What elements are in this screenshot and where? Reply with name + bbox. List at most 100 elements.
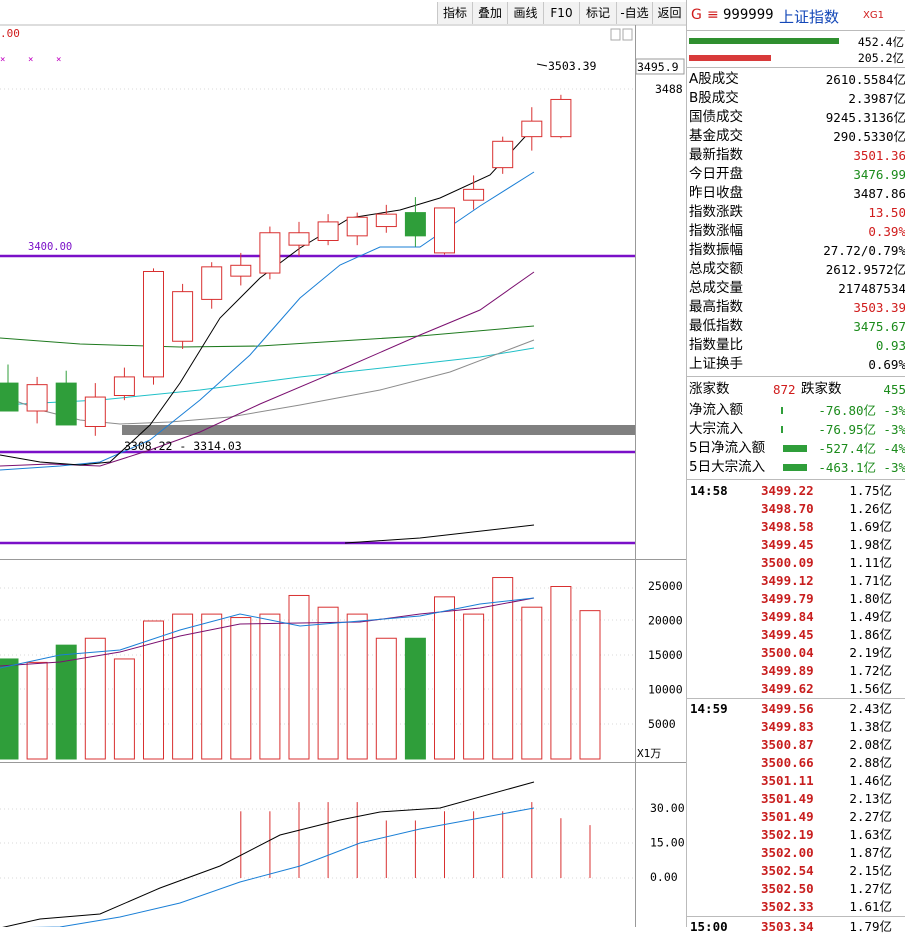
volume-ma10-line [0, 597, 535, 667]
tick-row: 3499.79 1.80亿 [687, 590, 905, 608]
quote-row: 总成交量 217487534 [689, 279, 905, 298]
tick-row: 14:59 3499.56 2.43亿 [687, 700, 905, 718]
tick-amount: 1.69亿 [849, 519, 892, 534]
candle-up [84, 396, 106, 427]
volume-bar-up [434, 596, 455, 760]
quote-row: 上证换手 0.69% [689, 355, 905, 374]
tick-price: 3501.11 [761, 773, 814, 788]
flow-bar [781, 426, 783, 433]
tick-price: 3502.00 [761, 845, 814, 860]
tick-amount: 2.88亿 [849, 755, 892, 770]
down-volume-bar [689, 55, 771, 61]
quote-panel: G ≡ 999999 上证指数 XG1 452.4亿 205.2亿 A股成交 26… [686, 0, 905, 934]
volume-bar-up [317, 606, 339, 760]
volume-bar-up [579, 610, 601, 760]
tick-row: 3499.45 1.86亿 [687, 626, 905, 644]
flow-label: 5日净流入额 [689, 440, 766, 456]
tick-amount: 2.19亿 [849, 645, 892, 660]
quote-label: 最高指数 [689, 299, 743, 315]
panel-toggle-icon[interactable] [610, 28, 621, 41]
indicator-axis-tick: 0.00 [650, 870, 678, 884]
volume-axis-tick: 10000 [648, 683, 683, 697]
group-g-label: G [691, 7, 702, 23]
kline-chart[interactable]: .00 × × × 3503.39 3400.00 3308.22 - 3314.03 349… [0, 0, 686, 927]
tick-price: 3499.83 [761, 719, 814, 734]
quote-value: 3475.67 [853, 319, 905, 334]
tick-row: 3498.70 1.26亿 [687, 500, 905, 518]
quote-value: 3487.86 [853, 186, 905, 201]
indicator-line-slow [29, 807, 535, 927]
toolbar-button-2[interactable]: 画线 [507, 2, 543, 24]
tick-price: 3499.56 [761, 701, 814, 716]
volume-bar-down [404, 637, 426, 760]
tick-row: 15:00 3503.34 1.79亿 [687, 918, 905, 936]
toolbar-button-5[interactable]: -自选 [616, 2, 652, 24]
quote-label: 指数涨跌 [689, 204, 743, 220]
candle-up [346, 216, 368, 237]
tick-row: 3502.33 1.61亿 [687, 898, 905, 916]
tick-price: 3502.54 [761, 863, 814, 878]
candle-up [230, 264, 252, 277]
quote-row: 总成交额 2612.9572亿 [689, 260, 905, 279]
tick-row: 3501.49 2.13亿 [687, 790, 905, 808]
last-price-box [635, 58, 685, 75]
toolbar-button-0[interactable]: 指标 [437, 2, 472, 24]
tick-amount: 1.61亿 [849, 899, 892, 914]
toolbar-button-1[interactable]: 叠加 [472, 2, 507, 24]
tick-price: 3498.70 [761, 501, 814, 516]
tick-amount: 2.08亿 [849, 737, 892, 752]
candle-up [375, 213, 397, 228]
index-name: 上证指数 [779, 8, 840, 26]
tick-amount: 1.80亿 [849, 591, 892, 606]
quote-row: A股成交 2610.5584亿 [689, 70, 905, 89]
marker-icon: × [0, 55, 5, 65]
quote-value: 3476.99 [853, 167, 905, 182]
menu-icon[interactable]: ≡ [707, 7, 719, 23]
tick-price: 3500.87 [761, 737, 814, 752]
flow-bar [783, 445, 807, 452]
tick-price: 3501.49 [761, 791, 814, 806]
ma60-line [0, 325, 535, 348]
tick-row: 3502.54 2.15亿 [687, 862, 905, 880]
flow-label: 大宗流入 [689, 421, 743, 437]
candle-down [0, 382, 19, 412]
candle-up [259, 232, 281, 274]
tick-amount: 1.75亿 [849, 483, 892, 498]
tick-amount: 2.13亿 [849, 791, 892, 806]
toolbar-button-6[interactable]: 返回 [652, 2, 686, 24]
candle-up [288, 232, 310, 246]
candle-up [143, 271, 164, 378]
quote-row: 昨日收盘 3487.86 [689, 184, 905, 203]
tick-price: 3502.19 [761, 827, 814, 842]
tick-amount: 1.87亿 [849, 845, 892, 860]
tick-amount: 1.38亿 [849, 719, 892, 734]
breadth-row: 涨家数 872 跌家数 455 [689, 380, 905, 399]
flow-value: -527.4亿 [818, 441, 876, 456]
panel-close-icon[interactable] [622, 28, 633, 41]
up-volume-value: 452.4亿 [857, 35, 904, 49]
flow-bar [783, 464, 807, 471]
volume-unit-label: X1万 [637, 747, 661, 760]
volume-bar-up [259, 613, 281, 760]
chart-background [0, 25, 686, 927]
volume-bar-up [201, 613, 223, 760]
tick-row: 3500.66 2.88亿 [687, 754, 905, 772]
tick-row: 3499.12 1.71亿 [687, 572, 905, 590]
quote-value: 3501.36 [853, 148, 905, 163]
volume-bar-up [143, 620, 164, 760]
toolbar-button-3[interactable]: F10 [543, 2, 579, 24]
quote-label: 总成交量 [689, 280, 743, 296]
flow-percent: -3% [883, 403, 905, 418]
quote-row: 指数振幅 27.72/0.79% [689, 241, 905, 260]
tick-price: 3502.50 [761, 881, 814, 896]
down-count: 455 [883, 382, 905, 397]
quote-row: 指数涨幅 0.39% [689, 222, 905, 241]
tick-price: 3499.45 [761, 537, 814, 552]
tick-row: 3500.04 2.19亿 [687, 644, 905, 662]
tick-amount: 2.27亿 [849, 809, 892, 824]
toolbar-button-4[interactable]: 标记 [579, 2, 616, 24]
candle-up [113, 376, 135, 396]
down-count-label: 跌家数 [801, 381, 842, 397]
volume-bar-down [55, 644, 77, 760]
candle-down [404, 212, 426, 237]
